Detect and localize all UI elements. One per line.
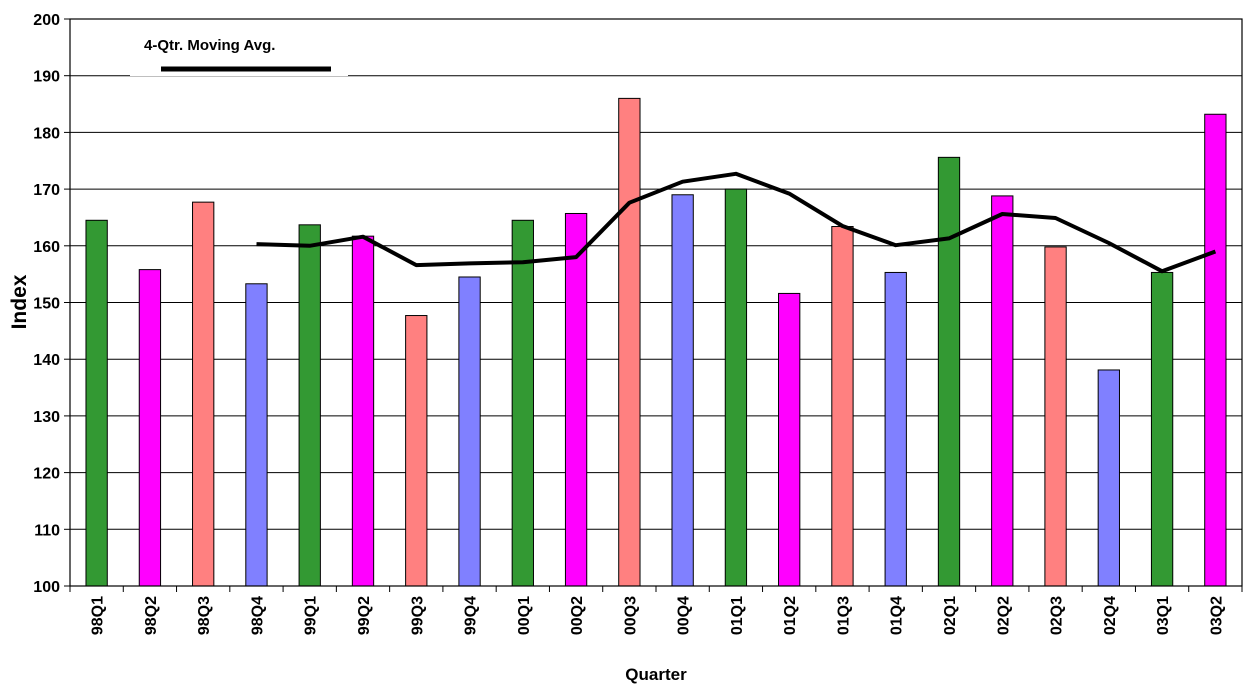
x-tick-label: 02Q4: [1102, 596, 1119, 635]
x-axis-title: Quarter: [625, 665, 687, 684]
bar-01Q4: [884, 271, 907, 587]
bars: [85, 97, 1227, 587]
bar-01Q1: [724, 188, 748, 587]
x-tick-label: 01Q2: [782, 596, 799, 635]
x-tick-label: 02Q3: [1049, 596, 1066, 635]
bar-98Q2: [138, 269, 162, 587]
bar-99Q3: [405, 315, 428, 587]
x-tick-label: 99Q3: [409, 596, 426, 635]
bar-00Q3: [618, 97, 641, 587]
legend: 4-Qtr. Moving Avg.: [130, 30, 348, 76]
x-tick-label: 03Q1: [1155, 596, 1172, 635]
bar-02Q3: [1044, 246, 1067, 587]
bar-00Q1: [511, 219, 534, 587]
y-tick-label: 160: [33, 239, 60, 256]
x-tick-label: 99Q2: [356, 596, 373, 635]
x-tick-label: 98Q1: [90, 596, 107, 635]
x-tick-label: 99Q1: [303, 596, 320, 635]
bar-02Q4: [1097, 369, 1120, 587]
bar-98Q4: [245, 283, 268, 587]
x-tick-label: 98Q2: [143, 596, 160, 635]
bar-98Q3: [192, 201, 215, 587]
y-tick-label: 110: [34, 522, 60, 539]
y-tick-label: 140: [33, 352, 60, 369]
bar-03Q2: [1204, 113, 1227, 587]
x-tick-label: 01Q1: [729, 596, 746, 635]
y-tick-label: 120: [33, 466, 60, 483]
y-tick-label: 150: [33, 296, 60, 313]
y-axis-title: Index: [8, 274, 31, 329]
x-axis: 98Q1 98Q2 98Q3 98Q4 99Q1 99Q2 99Q3 99Q4 00Q1 00Q2…: [69, 586, 1243, 635]
y-tick-label: 170: [33, 182, 60, 199]
x-tick-label: 98Q4: [249, 596, 266, 635]
x-tick-label: 00Q2: [569, 596, 586, 635]
bar-03Q1: [1150, 271, 1174, 587]
moving-average-series: [256, 171, 1217, 274]
y-tick-label: 130: [33, 409, 60, 426]
y-tick-label: 180: [33, 125, 60, 142]
bar-00Q4: [671, 194, 694, 587]
moving-average-line: [256, 171, 1217, 274]
y-tick-label: 190: [33, 69, 60, 86]
bar-02Q2: [991, 195, 1014, 587]
y-tick-label: 100: [33, 579, 60, 596]
bar-99Q1: [298, 224, 321, 587]
x-tick-label: 02Q1: [942, 596, 959, 635]
x-tick-label: 00Q1: [516, 596, 533, 635]
x-tick-label: 99Q4: [463, 596, 480, 635]
x-tick-label: 01Q3: [835, 596, 852, 635]
x-tick-label: 00Q3: [622, 596, 639, 635]
legend-label: 4-Qtr. Moving Avg.: [144, 37, 275, 54]
bar-02Q1: [937, 156, 961, 587]
bar-98Q1: [85, 219, 108, 587]
x-tick-label: 01Q4: [889, 596, 906, 635]
x-tick-label: 02Q2: [995, 596, 1012, 635]
bar-00Q2: [564, 212, 588, 587]
bar-01Q3: [831, 226, 854, 587]
y-tick-label: 200: [33, 12, 60, 29]
bar-01Q2: [778, 292, 801, 587]
x-tick-label: 00Q4: [676, 596, 693, 635]
y-axis: 100 110 120 130 140 150 160 170 180 190 200: [33, 12, 70, 596]
bar-99Q4: [458, 276, 481, 587]
x-tick-label: 03Q2: [1208, 596, 1225, 635]
x-tick-label: 98Q3: [196, 596, 213, 635]
bar-99Q2: [351, 235, 375, 587]
